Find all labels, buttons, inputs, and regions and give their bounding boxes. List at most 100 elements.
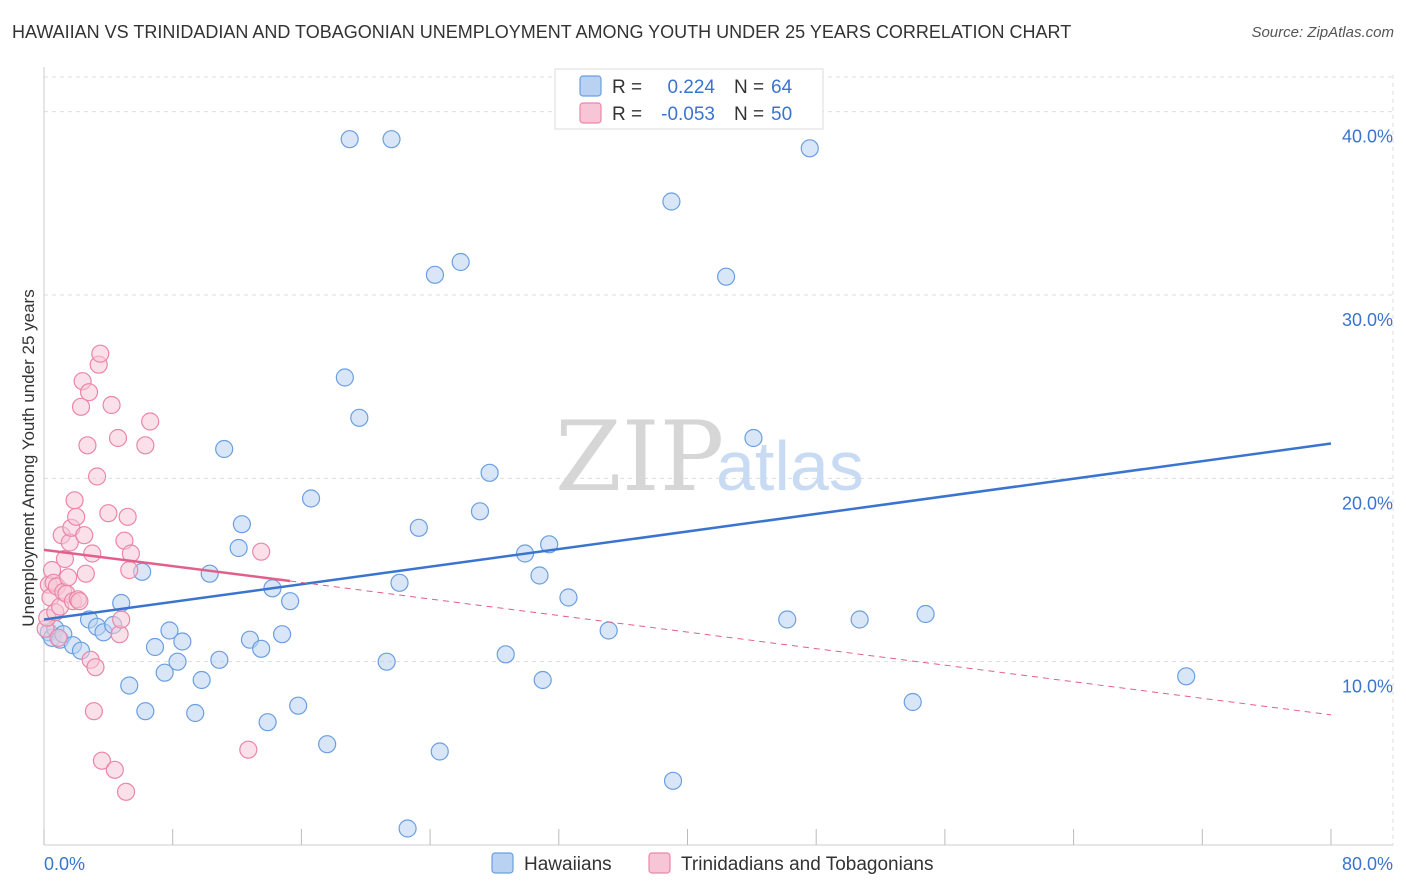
trinidadian-point bbox=[65, 491, 84, 510]
trinidadian-point bbox=[108, 428, 128, 448]
trinidadians-trend-extension bbox=[290, 580, 1332, 716]
axes bbox=[43, 67, 1393, 846]
trinidadian-point bbox=[92, 751, 112, 770]
trinidadian-point bbox=[67, 507, 86, 526]
hawaiian-point bbox=[252, 639, 271, 658]
trinidadian-point bbox=[86, 658, 105, 677]
hawaiian-point bbox=[145, 637, 165, 657]
trinidadian-point bbox=[102, 395, 121, 415]
hawaiian-point bbox=[318, 735, 337, 754]
hawaiian-point bbox=[470, 502, 490, 521]
hawaiian-point bbox=[160, 621, 179, 640]
hawaiian-point bbox=[559, 588, 578, 607]
hawaiian-point bbox=[229, 538, 248, 558]
trinidadian-point bbox=[116, 782, 136, 801]
hawaiian-point bbox=[533, 670, 552, 690]
chart-title: HAWAIIAN VS TRINIDADIAN AND TOBAGONIAN U… bbox=[12, 22, 1072, 42]
hawaiian-point bbox=[186, 703, 205, 723]
trinidadian-point bbox=[59, 568, 78, 587]
hawaiian-point bbox=[377, 652, 396, 671]
hawaiian-point bbox=[778, 610, 797, 629]
trinidadian-point bbox=[71, 397, 91, 416]
hawaiian-point bbox=[398, 819, 417, 838]
hawaiian-point bbox=[272, 625, 292, 644]
stats-r-value-trinidadians: -0.053 bbox=[661, 104, 715, 125]
trinidadian-point bbox=[87, 467, 107, 486]
hawaiian-point bbox=[232, 515, 251, 534]
hawaiian-point bbox=[663, 771, 683, 790]
hawaiian-point bbox=[215, 439, 234, 459]
legend-swatch-trinidadians bbox=[648, 852, 671, 874]
hawaiian-point bbox=[390, 573, 409, 592]
trinidadian-point bbox=[141, 412, 160, 431]
watermark: ZIP atlas bbox=[555, 401, 864, 513]
trinidadians-trend-line bbox=[43, 548, 291, 583]
y-tick-label: 20.0% bbox=[1342, 493, 1393, 513]
hawaiian-point bbox=[168, 652, 187, 671]
legend-label-hawaiians: Hawaiians bbox=[524, 854, 612, 875]
trinidadian-point bbox=[55, 549, 75, 569]
hawaiian-point bbox=[335, 368, 354, 387]
hawaiian-point bbox=[717, 267, 736, 286]
hawaiian-point bbox=[301, 489, 321, 508]
hawaiian-point bbox=[430, 742, 449, 761]
trinidadian-point bbox=[76, 564, 95, 583]
stats-n-label-trinidadians: N = bbox=[734, 104, 764, 125]
trinidadian-point bbox=[84, 702, 103, 721]
hawaiian-point bbox=[1177, 667, 1196, 686]
hawaiian-point bbox=[409, 518, 428, 537]
hawaiian-point bbox=[281, 592, 300, 611]
stats-swatch-trinidadians bbox=[579, 102, 602, 124]
hawaiian-point bbox=[120, 676, 139, 695]
stats-n-label-hawaiians: N = bbox=[734, 77, 764, 98]
x-tick-label-max: 80.0% bbox=[1342, 854, 1393, 874]
trinidadian-point bbox=[78, 436, 97, 455]
trinidadian-point bbox=[49, 628, 68, 647]
trinidadian-point bbox=[75, 526, 94, 545]
stats-swatch-hawaiians bbox=[579, 75, 602, 97]
trinidadian-point bbox=[99, 504, 118, 523]
hawaiian-point bbox=[451, 252, 470, 272]
y-tick-label: 30.0% bbox=[1342, 310, 1393, 330]
hawaiian-point bbox=[210, 650, 229, 669]
hawaiian-point bbox=[136, 702, 155, 721]
hawaiian-point bbox=[916, 604, 935, 624]
stats-legend: R = 0.224 N = 64 R = -0.053 N = 50 bbox=[554, 68, 824, 130]
trinidadian-point bbox=[118, 507, 137, 526]
hawaiian-point bbox=[425, 265, 445, 284]
hawaiian-point bbox=[258, 713, 277, 732]
trend-lines bbox=[43, 442, 1332, 716]
hawaiian-point bbox=[800, 139, 819, 158]
hawaiian-point bbox=[496, 645, 515, 664]
source-label: Source: ZipAtlas.com bbox=[1251, 24, 1394, 41]
hawaiian-point bbox=[744, 428, 763, 448]
hawaiians-trend-line bbox=[43, 442, 1332, 621]
hawaiian-point bbox=[192, 670, 211, 690]
stats-r-value-hawaiians: 0.224 bbox=[667, 77, 715, 98]
watermark-atlas: atlas bbox=[716, 427, 864, 505]
y-axis-label: Unemployment Among Youth under 25 years bbox=[19, 289, 38, 626]
hawaiian-point bbox=[155, 663, 174, 682]
hawaiian-point bbox=[340, 130, 359, 149]
trinidadian-point bbox=[79, 383, 99, 402]
trinidadian-point bbox=[112, 610, 131, 629]
hawaiian-point bbox=[599, 621, 618, 640]
hawaiian-point bbox=[382, 130, 401, 149]
hawaiian-point bbox=[200, 564, 219, 583]
hawaiian-point bbox=[173, 632, 192, 651]
trinidadian-point bbox=[120, 560, 139, 580]
stats-n-value-trinidadians: 50 bbox=[771, 104, 792, 125]
hawaiian-point bbox=[662, 192, 681, 211]
watermark-zip: ZIP bbox=[555, 401, 724, 513]
trinidadian-point bbox=[91, 344, 110, 363]
stats-r-label-trinidadians: R = bbox=[612, 104, 642, 125]
legend-label-trinidadians: Trinidadians and Tobagonians bbox=[681, 854, 933, 875]
trinidadian-point bbox=[239, 740, 258, 759]
x-tick-label-min: 0.0% bbox=[44, 854, 85, 874]
trinidadian-point bbox=[136, 436, 155, 455]
trinidadian-point bbox=[252, 542, 271, 561]
trinidadian-point bbox=[83, 544, 102, 563]
data-points bbox=[36, 130, 1196, 838]
hawaiian-point bbox=[350, 408, 369, 427]
